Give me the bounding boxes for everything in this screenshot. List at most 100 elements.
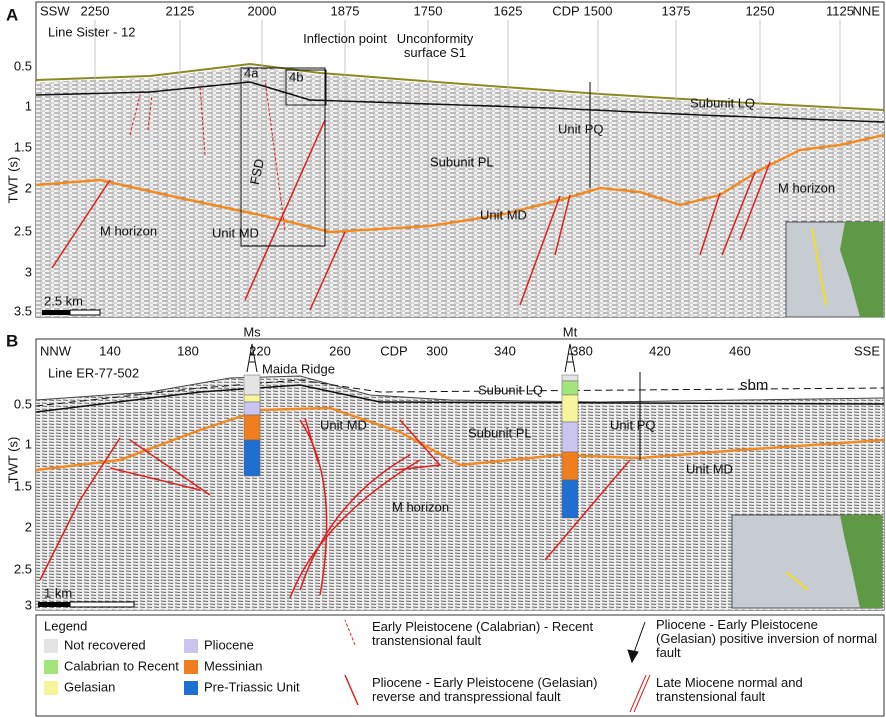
m-horizon <box>35 406 885 472</box>
annotation: Unit PQ <box>558 121 604 136</box>
annotation: M horizon <box>100 223 157 238</box>
well-segment <box>561 421 579 453</box>
seafloor <box>35 62 885 111</box>
scale-bar <box>38 602 70 607</box>
cdp-tick-label: 380 <box>571 343 593 358</box>
annotation: Unit MD <box>480 207 527 222</box>
well-segment <box>243 439 261 477</box>
well-segment <box>561 374 579 382</box>
legend-icon <box>629 674 651 713</box>
y-ticks: 0.5 1 1.5 2 2.5 3 <box>14 396 32 612</box>
seismic-section <box>36 66 884 317</box>
legend-fault: Pliocene - Early Pleistocene (Gelasian) … <box>656 617 878 660</box>
annotation: sbm <box>740 377 768 394</box>
annotation: Unit MD <box>686 461 733 476</box>
sbm-line <box>35 379 885 407</box>
cdp-tick-label: 1750 <box>414 3 443 18</box>
well-segment <box>561 479 579 519</box>
y-label: TWT (s) <box>5 157 20 204</box>
wells: Ms Mt <box>243 324 579 519</box>
legend-units: Not recovered Calabrian to Recent Gelasian… <box>44 637 300 695</box>
annotation: M horizon <box>778 180 835 195</box>
inset-land <box>840 515 882 608</box>
unconformity-line <box>35 81 885 123</box>
legend-label: Messinian <box>204 658 263 673</box>
cdp-tick-label: 1625 <box>494 3 523 18</box>
legend-title: Legend <box>44 618 87 633</box>
well-name: Ms <box>243 324 261 339</box>
well-derrick <box>246 343 258 373</box>
y-tick-label: 2.5 <box>14 223 32 238</box>
direction: NNW <box>40 343 72 358</box>
y-tick-label: 0.5 <box>14 58 32 73</box>
cdp-tick-label: 1125 <box>826 3 854 18</box>
cdp-tick-label: 460 <box>729 343 751 358</box>
inset-track <box>785 571 809 591</box>
y-tick-label: 1 <box>25 98 32 113</box>
cdp-tick-label: 340 <box>494 343 516 358</box>
cdp-grid <box>94 20 841 317</box>
cdp-tick-label: 1875 <box>331 3 360 18</box>
cdp-tick-label: 1250 <box>746 3 775 18</box>
faults-a <box>51 79 771 311</box>
legend-label: Pliocene <box>204 637 254 652</box>
legend-icon <box>344 619 356 646</box>
annotation: Subunit LQ <box>478 382 543 397</box>
annotation: Unit PQ <box>610 417 656 432</box>
y-tick-label: 2.5 <box>14 561 32 576</box>
annotation: 4b <box>289 69 303 84</box>
y-tick-label: 3 <box>25 264 32 279</box>
inset-land <box>840 222 883 317</box>
direction: SSE <box>854 343 880 358</box>
well-segment <box>561 380 579 396</box>
cdp-tick-label: 1500 <box>584 3 613 18</box>
legend-label: Pre-Triassic Unit <box>204 679 300 694</box>
annotation: Subunit PL <box>430 154 494 169</box>
legend-fault: Pliocene - Early Pleistocene (Gelasian) … <box>372 675 598 704</box>
cdp-tick-label: 1375 <box>662 3 691 18</box>
line-name: Line Sister - 12 <box>48 24 135 39</box>
legend-label: Not recovered <box>64 637 146 652</box>
scale-bar <box>42 310 70 315</box>
faults-b <box>39 417 631 599</box>
well-derrick <box>564 343 576 373</box>
legend-fault: Late Miocene normal and transtensional f… <box>656 675 803 704</box>
legend-fault: Early Pleistocene (Calabrian) - Recent t… <box>372 619 594 648</box>
legend-swatch <box>184 660 198 674</box>
scale-bar <box>69 309 101 316</box>
scale-label: 1 km <box>44 585 72 600</box>
y-tick-label: 3.5 <box>14 303 32 318</box>
annotation: FSD <box>247 158 267 187</box>
annotation: Inflection point <box>303 31 387 46</box>
legend-icon <box>627 621 646 664</box>
cdp-tick-label: 220 <box>249 343 271 358</box>
y-ticks: 0.5 1 1.5 2 2.5 3 3.5 <box>14 58 32 318</box>
well-segment <box>243 394 261 403</box>
legend-label: Calabrian to Recent <box>64 658 179 673</box>
y-tick-label: 2 <box>25 519 32 534</box>
annotation: Subunit PL <box>468 425 532 440</box>
y-tick-label: 2 <box>25 180 32 195</box>
well-segment <box>243 401 261 416</box>
annotation: M horizon <box>392 499 449 514</box>
cdp-ticks: 140 180 220 260 300 340 380 420 460 <box>99 343 751 358</box>
y-tick-label: 1.5 <box>14 139 32 154</box>
lq-base <box>35 384 885 413</box>
direction: SSW <box>40 3 70 18</box>
well-segment <box>243 374 261 396</box>
annotation: Subunit LQ <box>690 95 755 110</box>
scale-label: 2.5 km <box>44 293 83 308</box>
m-horizon <box>35 133 885 234</box>
annotation: Unconformity surface S1 <box>396 31 474 60</box>
cdp-tick-label: 260 <box>329 343 351 358</box>
cdp-tick-label: 300 <box>426 343 448 358</box>
cdp-tick-label: 180 <box>177 343 199 358</box>
well-segment <box>561 394 579 423</box>
annotation: Maida Ridge <box>262 361 335 376</box>
box-4b <box>285 69 327 106</box>
direction: NNE <box>853 3 881 18</box>
annotation: Unit MD <box>320 417 367 432</box>
cdp-ticks: 2250 2125 2000 1875 1750 1625 1500 1375 1250 1125 <box>81 3 854 18</box>
